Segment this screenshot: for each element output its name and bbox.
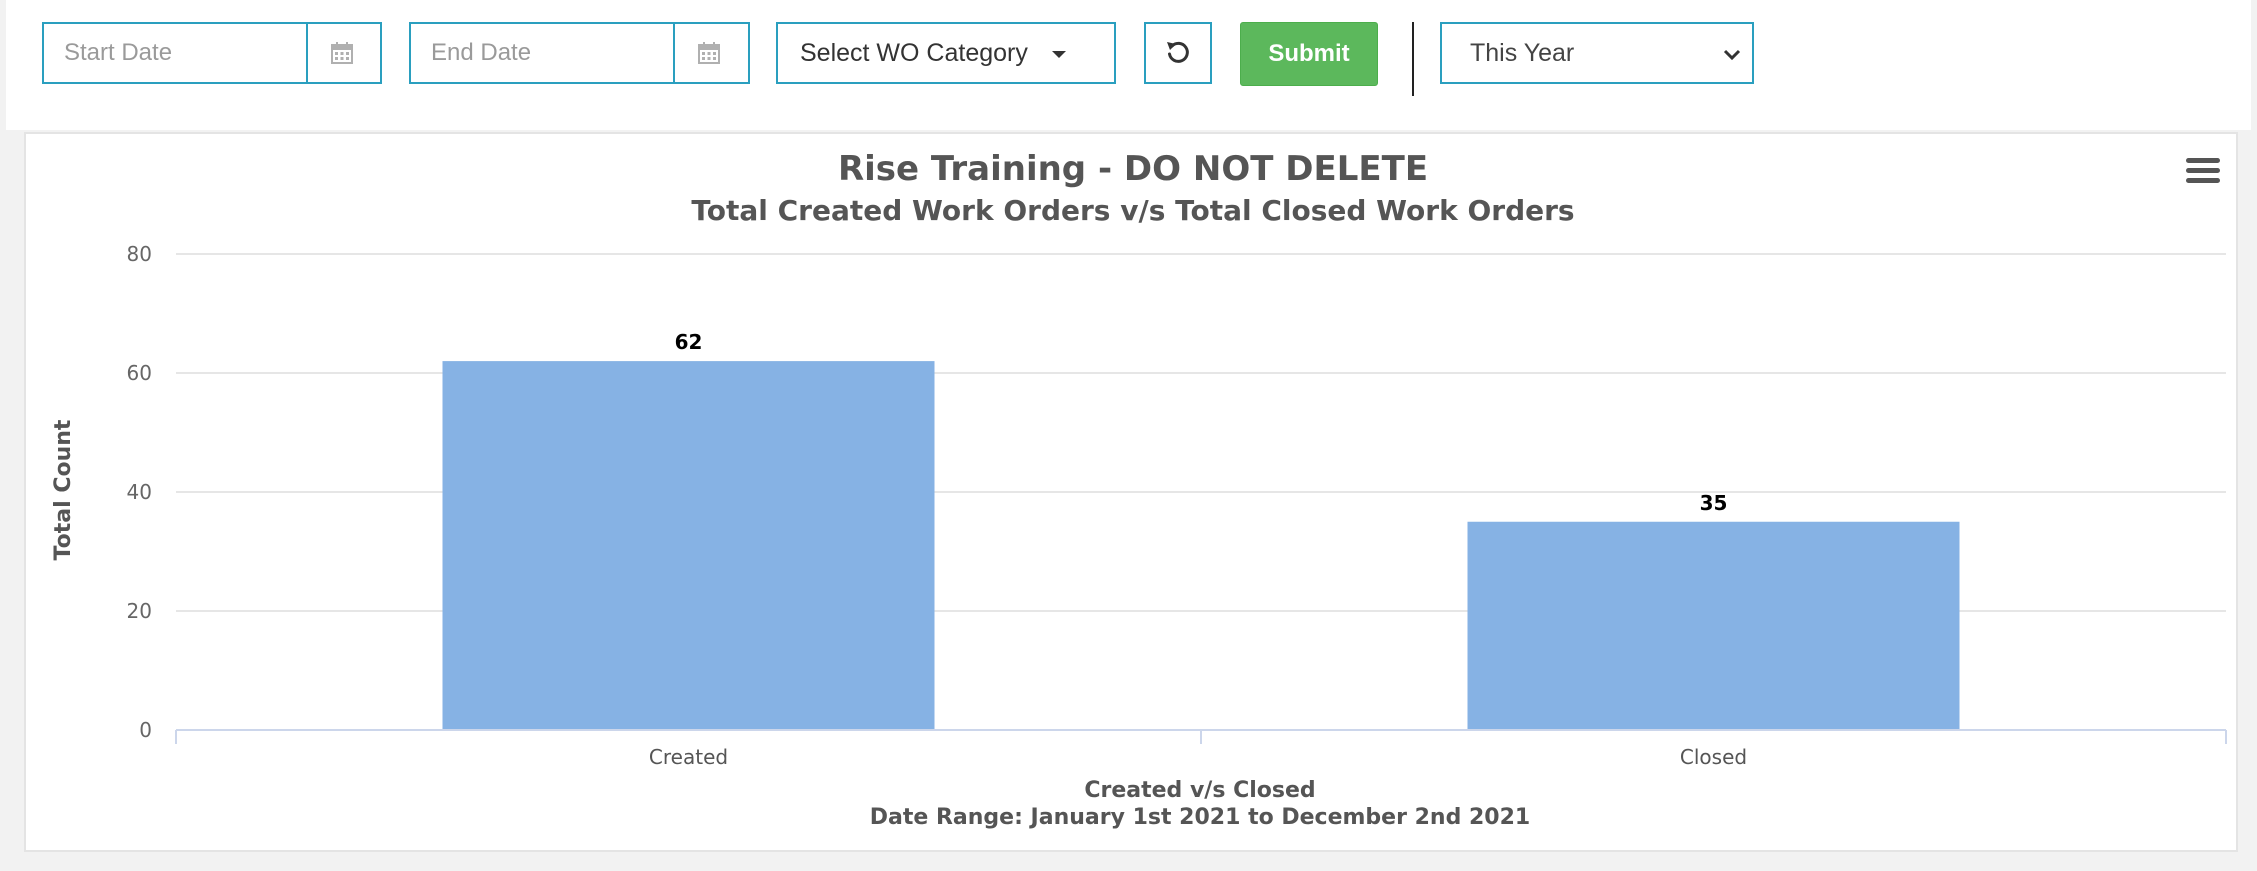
chart-title: Rise Training - DO NOT DELETE bbox=[838, 149, 1428, 189]
start-date-input[interactable] bbox=[44, 24, 308, 82]
y-tick-label: 40 bbox=[127, 480, 152, 504]
chart-subtitle: Total Created Work Orders v/s Total Clos… bbox=[691, 194, 1574, 227]
data-label: 62 bbox=[675, 330, 703, 354]
chart-panel: Rise Training - DO NOT DELETE Total Crea… bbox=[24, 132, 2238, 852]
end-date-calendar-button[interactable] bbox=[675, 24, 743, 82]
wo-category-select[interactable]: Select WO Category bbox=[776, 22, 1116, 84]
caret-down-icon bbox=[1052, 51, 1066, 58]
x-tick-label: Closed bbox=[1680, 745, 1747, 769]
hamburger-line bbox=[2186, 178, 2220, 183]
y-tick-label: 0 bbox=[139, 718, 152, 742]
bar-created bbox=[442, 361, 935, 730]
hamburger-line bbox=[2186, 168, 2220, 173]
chevron-down-icon bbox=[1723, 49, 1741, 61]
toolbar-divider bbox=[1412, 22, 1414, 96]
x-tick-label: Created bbox=[649, 745, 728, 769]
bar-closed bbox=[1467, 521, 1960, 730]
reset-icon bbox=[1167, 41, 1189, 63]
bar-chart: Rise Training - DO NOT DELETE Total Crea… bbox=[51, 149, 2227, 830]
start-date-group bbox=[42, 22, 382, 84]
chart-menu-button[interactable] bbox=[2186, 158, 2220, 188]
date-range-select[interactable]: This Year bbox=[1440, 22, 1754, 84]
wo-category-label: Select WO Category bbox=[800, 38, 1028, 67]
calendar-icon bbox=[331, 42, 353, 64]
x-axis-title: Created v/s Closed bbox=[1084, 778, 1315, 803]
y-axis-title: Total Count bbox=[51, 419, 76, 560]
submit-button[interactable]: Submit bbox=[1240, 22, 1378, 86]
y-tick-label: 60 bbox=[127, 361, 152, 385]
y-tick-label: 20 bbox=[127, 599, 152, 623]
start-date-calendar-button[interactable] bbox=[308, 24, 376, 82]
end-date-group bbox=[409, 22, 750, 84]
y-tick-label: 80 bbox=[127, 242, 152, 266]
calendar-icon bbox=[698, 42, 720, 64]
reset-button[interactable] bbox=[1144, 22, 1212, 84]
date-range-caption: Date Range: January 1st 2021 to December… bbox=[870, 805, 1530, 830]
data-label: 35 bbox=[1700, 491, 1728, 515]
hamburger-menu-icon bbox=[2186, 158, 2220, 163]
date-range-selected-value: This Year bbox=[1470, 38, 1575, 67]
end-date-input[interactable] bbox=[411, 24, 675, 82]
